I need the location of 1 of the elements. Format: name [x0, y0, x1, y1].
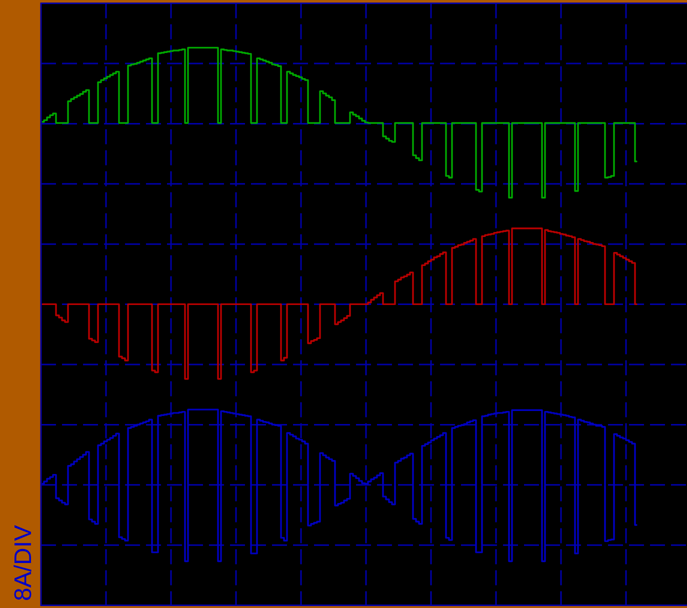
y-axis-title: 8A/DIV: [10, 524, 37, 601]
